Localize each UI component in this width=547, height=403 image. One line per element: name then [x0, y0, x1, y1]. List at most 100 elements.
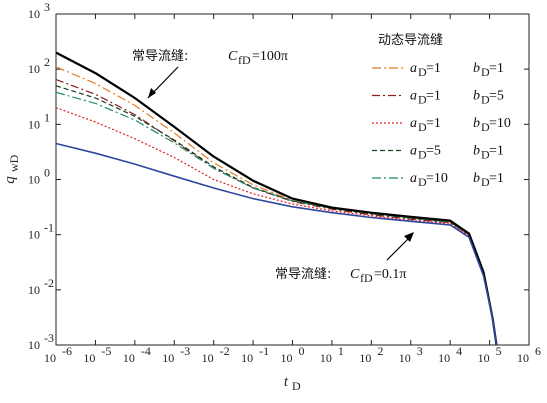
svg-text:b: b [473, 61, 480, 76]
x-tick-label: 10 [438, 351, 450, 365]
x-tick-label: 10 [320, 351, 332, 365]
y-tick-exp: -1 [44, 221, 54, 235]
legend-item-2: a D =1 b D =10 [410, 116, 511, 134]
x-tick-label: 10 [123, 351, 135, 365]
svg-text:常导流缝:: 常导流缝: [275, 267, 331, 282]
x-tick-exp: -5 [101, 344, 111, 358]
series-line-0 [55, 66, 498, 346]
legend-item-1: a D =1 b D =5 [410, 89, 504, 107]
svg-text:C: C [350, 267, 360, 282]
y-tick-exp: -3 [44, 331, 54, 345]
svg-text:D: D [418, 65, 427, 79]
svg-text:D: D [418, 148, 427, 162]
svg-text:a: a [410, 61, 417, 76]
x-tick-exp: 3 [417, 344, 423, 358]
legend-item-3: a D =5 b D =1 [410, 144, 504, 162]
svg-text:=1: =1 [426, 61, 441, 76]
svg-text:D: D [481, 175, 490, 189]
svg-text:D: D [481, 93, 490, 107]
svg-text:=1: =1 [489, 144, 504, 159]
x-tick-exp: -6 [62, 344, 72, 358]
x-tick-label: 10 [478, 351, 490, 365]
y-tick-exp: 1 [44, 110, 50, 124]
svg-text:=10: =10 [426, 171, 448, 186]
x-tick-label: 10 [44, 351, 56, 365]
svg-text:常导流缝:: 常导流缝: [132, 49, 188, 64]
axis-ticks: 10 -6 10 -5 10 -4 10 -3 10 -2 10 -1 10 0 10 1 10 2 10 3 10 4 1… [28, 0, 541, 365]
x-tick-label: 10 [399, 351, 411, 365]
x-tick-label: 10 [281, 351, 293, 365]
y-tick-label: 10 [28, 338, 40, 352]
svg-text:fD: fD [238, 53, 251, 67]
svg-text:a: a [410, 116, 417, 131]
svg-text:=5: =5 [489, 89, 504, 104]
y-tick-exp: 0 [44, 166, 50, 180]
y-axis-label: q wD [2, 154, 21, 183]
x-tick-label: 10 [162, 351, 174, 365]
legend: 动态导流缝 a D =1 b D =1a D =1 b D =5a D =1 b D =10a D =5 b D =1a… [372, 33, 511, 189]
svg-text:b: b [473, 116, 480, 131]
series-line-5 [55, 51, 498, 346]
svg-text:=1: =1 [489, 61, 504, 76]
x-tick-label: 10 [517, 351, 529, 365]
svg-text:=1: =1 [426, 116, 441, 131]
x-tick-exp: -4 [141, 344, 151, 358]
svg-text:t: t [284, 374, 289, 390]
svg-text:fD: fD [360, 271, 373, 285]
svg-text:b: b [473, 89, 480, 104]
svg-text:D: D [418, 120, 427, 134]
y-tick-label: 10 [28, 173, 40, 187]
svg-text:=1: =1 [426, 89, 441, 104]
x-tick-exp: -2 [220, 344, 230, 358]
x-axis-label: t D [284, 374, 301, 393]
x-tick-exp: 4 [456, 344, 462, 358]
annotation-bottom: 常导流缝: C fD =0.1π [275, 232, 414, 285]
svg-text:a: a [410, 144, 417, 159]
x-tick-exp: 5 [496, 344, 502, 358]
svg-text:D: D [481, 65, 490, 79]
legend-title: 动态导流缝 [378, 33, 443, 48]
y-tick-exp: -2 [44, 276, 54, 290]
x-tick-label: 10 [241, 351, 253, 365]
x-tick-exp: 6 [535, 344, 541, 358]
svg-text:=10: =10 [489, 116, 511, 131]
plot-frame [55, 13, 530, 346]
svg-text:D: D [292, 379, 301, 393]
svg-text:q: q [2, 176, 18, 184]
svg-text:=1: =1 [489, 171, 504, 186]
legend-item-0: a D =1 b D =1 [410, 61, 504, 79]
y-tick-label: 10 [28, 62, 40, 76]
x-tick-exp: 0 [299, 344, 305, 358]
legend-item-4: a D =10 b D =1 [410, 171, 504, 189]
y-tick-label: 10 [28, 117, 40, 131]
x-tick-exp: 1 [338, 344, 344, 358]
x-tick-exp: 2 [377, 344, 383, 358]
svg-text:a: a [410, 89, 417, 104]
x-tick-label: 10 [83, 351, 95, 365]
x-tick-label: 10 [359, 351, 371, 365]
svg-text:b: b [473, 144, 480, 159]
svg-text:D: D [481, 120, 490, 134]
y-tick-label: 10 [28, 228, 40, 242]
x-tick-label: 10 [202, 351, 214, 365]
svg-text:D: D [418, 175, 427, 189]
curves [55, 51, 498, 346]
y-tick-label: 10 [28, 7, 40, 21]
svg-text:b: b [473, 171, 480, 186]
x-tick-exp: -1 [259, 344, 269, 358]
y-tick-label: 10 [28, 283, 40, 297]
y-tick-exp: 2 [44, 55, 50, 69]
svg-text:D: D [418, 93, 427, 107]
svg-text:=5: =5 [426, 144, 441, 159]
svg-text:a: a [410, 171, 417, 186]
svg-text:C: C [228, 49, 238, 64]
svg-text:D: D [481, 148, 490, 162]
svg-text:=0.1π: =0.1π [374, 267, 406, 282]
x-tick-exp: -3 [180, 344, 190, 358]
y-tick-exp: 3 [44, 0, 50, 14]
svg-text:wD: wD [7, 154, 21, 172]
series-line-6 [55, 142, 498, 346]
svg-text:=100π: =100π [252, 49, 288, 64]
annotation-top: 常导流缝: C fD =100π [132, 49, 288, 99]
